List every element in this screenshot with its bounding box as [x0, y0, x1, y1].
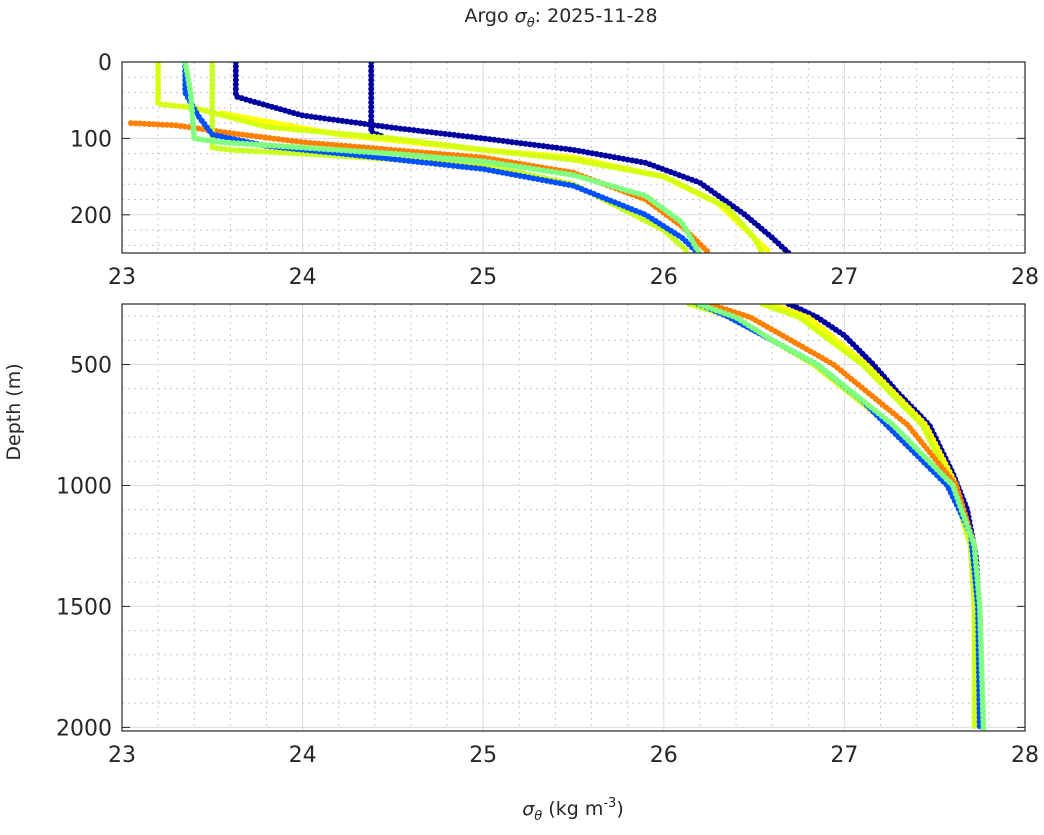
x-axis-label: σθ (kg m-3) [522, 796, 623, 824]
series-group [686, 304, 987, 731]
panel-upper: 23 24 25 26 27 28 0 100 200 [70, 51, 1039, 290]
y-tick-label: 1500 [56, 595, 112, 620]
x-tick-label: 28 [1011, 743, 1039, 768]
series-group [128, 62, 792, 253]
series-profile-8 [696, 304, 987, 731]
axes-box [121, 61, 1026, 254]
x-tick-label: 25 [469, 265, 497, 290]
series-profile-5 [128, 120, 712, 253]
panel-lower: 23 24 25 26 27 28 500 1000 1500 2000 [56, 303, 1039, 768]
y-tick-label: 500 [70, 353, 112, 378]
y-tick-label: 2000 [56, 716, 112, 741]
x-tick-label: 23 [108, 265, 136, 290]
y-tick-label: 0 [98, 51, 112, 76]
x-tick-label: 24 [289, 265, 317, 290]
x-tick-label: 23 [108, 743, 136, 768]
series-profile-4 [759, 304, 980, 731]
y-axis-label: Depth (m) [3, 363, 25, 460]
chart-title: Argo σθ: 2025-11-28 [464, 5, 657, 31]
series-profile-4 [155, 62, 766, 253]
y-tick-label: 100 [70, 127, 112, 152]
x-tick-label: 24 [289, 743, 317, 768]
x-tick-label: 26 [650, 743, 678, 768]
axes-box [121, 303, 1026, 732]
series-profile-6 [686, 304, 978, 731]
x-tick-label: 26 [650, 265, 678, 290]
x-tick-label: 28 [1011, 265, 1039, 290]
y-tick-label: 1000 [56, 474, 112, 499]
x-tick-label: 27 [830, 265, 858, 290]
series-profile-1 [232, 62, 792, 253]
x-tick-label: 27 [830, 743, 858, 768]
x-tick-label: 25 [469, 743, 497, 768]
y-tick-label: 200 [70, 204, 112, 229]
series-profile-8 [182, 62, 703, 253]
